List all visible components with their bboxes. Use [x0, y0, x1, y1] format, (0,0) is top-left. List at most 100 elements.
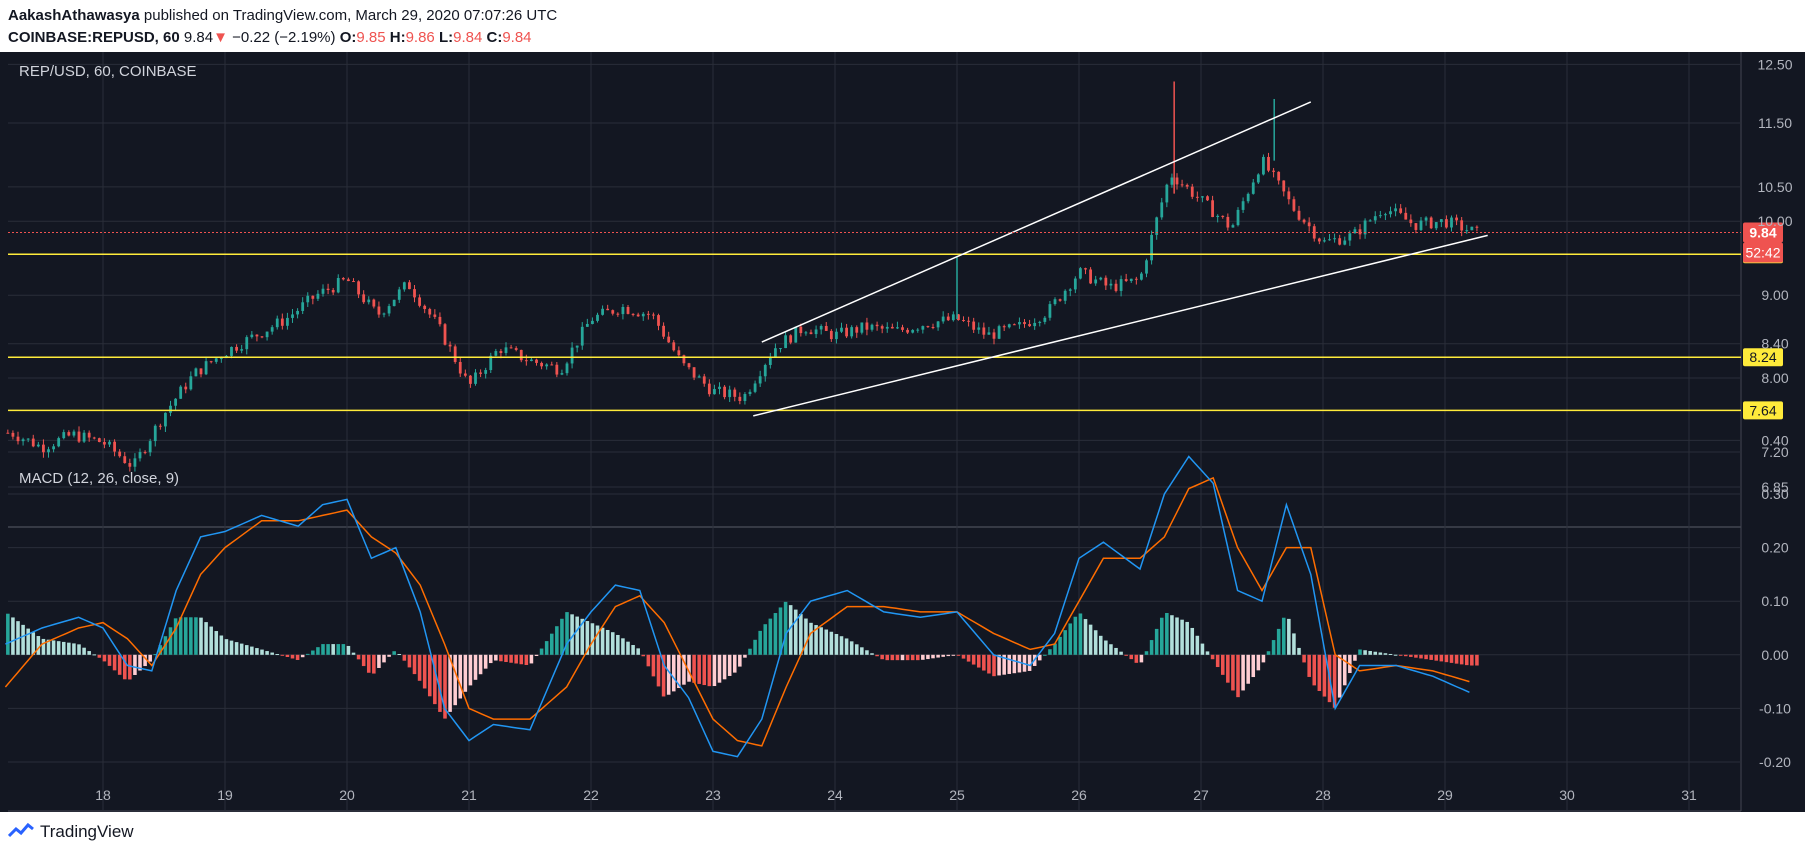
histogram-bar	[260, 649, 264, 655]
candle-body	[1343, 240, 1347, 245]
histogram-bar	[1246, 654, 1250, 684]
histogram-bar	[361, 654, 366, 667]
brand-name: TradingView	[40, 822, 134, 841]
histogram-bar	[834, 633, 839, 655]
candle-body	[377, 306, 381, 315]
histogram-bar	[870, 653, 874, 655]
candle-body	[52, 446, 55, 450]
publish-info: AakashAthawasya published on TradingView…	[8, 7, 557, 24]
histogram-bar	[936, 654, 940, 658]
candle-body	[987, 332, 991, 335]
candle-body	[1317, 238, 1321, 242]
candle-body	[585, 323, 589, 327]
histogram-bar	[82, 647, 86, 655]
candle-body	[946, 316, 950, 321]
candle-body	[458, 361, 462, 374]
candle-body	[1323, 240, 1326, 242]
candle-body	[682, 355, 686, 364]
histogram-bar	[590, 623, 595, 655]
histogram-bar	[1200, 643, 1205, 655]
candle-body	[428, 309, 432, 315]
histogram-bar	[178, 617, 183, 655]
macd-tick-label: -0.20	[1759, 754, 1791, 770]
candle-body	[1068, 289, 1072, 291]
candle-body	[474, 372, 477, 384]
candle-body	[896, 327, 899, 329]
histogram-bar	[1027, 654, 1032, 671]
histogram-bar	[92, 654, 97, 656]
candle-body	[687, 363, 691, 368]
histogram-bar	[417, 654, 422, 681]
author-name[interactable]: AakashAthawasya	[8, 7, 140, 24]
histogram-bar	[87, 651, 91, 655]
histogram-bar	[997, 654, 1001, 676]
histogram-bar	[565, 612, 569, 655]
price-change: −0.22 (−2.19%)	[232, 29, 336, 46]
histogram-bar	[478, 654, 483, 675]
candle-body	[1073, 278, 1077, 290]
histogram-bar	[483, 654, 488, 669]
histogram-bar	[341, 644, 346, 655]
candle-body	[219, 358, 223, 360]
x-tick-label: 28	[1315, 787, 1331, 803]
price-tick-label: 6.85	[1761, 479, 1788, 495]
candle-body	[82, 432, 86, 442]
candle-body	[235, 346, 238, 351]
histogram-bar	[72, 643, 76, 655]
candle-body	[1094, 279, 1098, 284]
candle-body	[1287, 191, 1291, 200]
candle-body	[1109, 283, 1113, 286]
histogram-bar	[1281, 617, 1286, 655]
histogram-bar	[844, 638, 849, 655]
candle-body	[1012, 324, 1016, 326]
histogram-bar	[239, 643, 244, 655]
histogram-bar	[941, 654, 945, 657]
histogram-bar	[214, 631, 219, 655]
axes: 18 19 20 21 22 23 24 25 26 27 28 29 30 31 12.50 11.50 10…	[95, 56, 1793, 803]
candle-body	[245, 337, 249, 350]
candle-body	[667, 336, 671, 343]
candle-body	[951, 314, 955, 321]
candle-body	[1394, 208, 1397, 212]
candle-body	[1018, 322, 1021, 325]
histogram-bar	[575, 616, 579, 655]
candle-body	[997, 326, 1001, 339]
candle-body	[1124, 279, 1128, 282]
last-price-badge	[1743, 222, 1783, 243]
tradingview-logo[interactable]: TradingView	[8, 822, 134, 842]
histogram-bar	[809, 622, 813, 655]
histogram-bar	[61, 641, 66, 655]
histogram-bar	[128, 654, 132, 680]
candle-body	[621, 306, 625, 315]
candle-body	[123, 456, 127, 464]
candle-body	[860, 322, 864, 333]
candle-body	[1058, 299, 1062, 301]
candle-body	[1226, 216, 1230, 228]
candle-body	[784, 335, 787, 349]
candle-body	[92, 437, 96, 439]
histogram-bar	[488, 654, 493, 664]
histogram-bar	[453, 654, 457, 706]
histogram-bar	[1195, 635, 1200, 655]
histogram-bar	[1373, 651, 1378, 655]
histogram-bar	[1043, 654, 1047, 656]
candle-body	[204, 361, 208, 375]
candle-body	[1460, 220, 1464, 231]
candle-body	[479, 372, 482, 374]
candle-body	[301, 302, 305, 311]
histogram-bar	[1317, 654, 1322, 691]
candle-body	[962, 320, 965, 322]
histogram-bar	[1363, 650, 1367, 655]
candle-body	[545, 364, 549, 367]
candle-body	[463, 373, 467, 376]
histogram-bar	[1109, 644, 1113, 655]
histogram-bar	[722, 654, 727, 680]
histogram-bar	[778, 607, 783, 655]
candle-body	[697, 376, 701, 378]
histogram-bar	[1337, 654, 1342, 698]
histogram-bar	[646, 654, 651, 667]
macd-pane[interactable]	[4, 455, 1479, 758]
candle-body	[1201, 196, 1204, 198]
